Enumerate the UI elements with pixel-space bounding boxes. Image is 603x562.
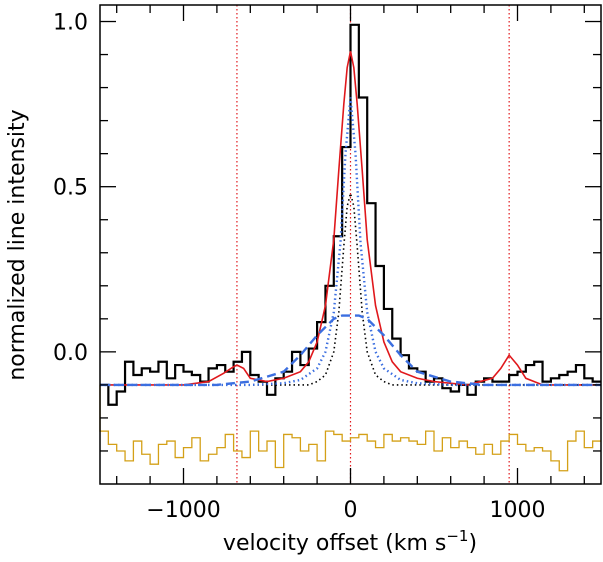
series-line — [100, 97, 601, 387]
x-axis-label-suffix: ) — [468, 531, 477, 556]
series-line — [100, 314, 601, 387]
x-axis-label-main: velocity offset (km s — [223, 531, 446, 556]
x-tick-label: −1000 — [146, 498, 220, 523]
y-tick-label: 1.0 — [53, 11, 88, 36]
y-tick-label: 0.5 — [53, 176, 88, 201]
y-tick-label: 0.0 — [53, 341, 88, 366]
series-line — [100, 51, 601, 386]
x-tick-label: 1000 — [490, 498, 546, 523]
y-axis-label: normalized line intensity — [5, 109, 30, 380]
x-axis-label: velocity offset (km s−1) — [223, 527, 477, 556]
reference-lines — [236, 5, 510, 484]
x-axis-label-superscript: −1 — [446, 527, 468, 545]
series-group — [99, 23, 601, 472]
x-tick-label: 0 — [344, 498, 358, 523]
series-line — [100, 23, 601, 406]
series-line — [99, 384, 601, 472]
axes: −1000 0 1000 0.0 0.5 1.0 — [53, 4, 602, 523]
